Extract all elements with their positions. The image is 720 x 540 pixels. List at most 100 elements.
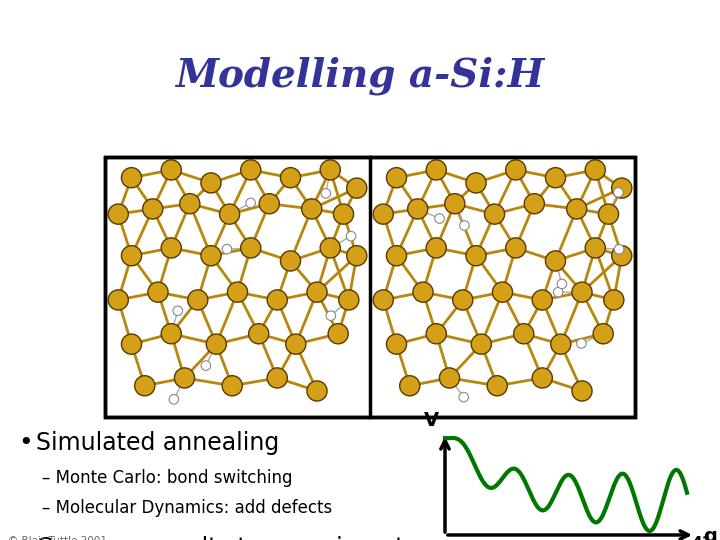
Circle shape [513,323,534,344]
Text: •: • [18,431,32,455]
Circle shape [614,245,624,254]
Circle shape [307,381,327,401]
Circle shape [347,246,366,266]
Circle shape [413,282,433,302]
Text: Compare results to experiments: Compare results to experiments [36,536,417,540]
Circle shape [524,194,544,214]
Circle shape [222,245,232,254]
Circle shape [585,238,606,258]
Circle shape [426,160,446,180]
Circle shape [485,204,505,224]
Circle shape [598,204,618,224]
Circle shape [546,167,566,188]
Circle shape [161,238,181,258]
Circle shape [373,204,393,224]
Text: – Monte Carlo: bond switching: – Monte Carlo: bond switching [42,469,292,487]
Circle shape [240,238,261,258]
Circle shape [572,282,592,302]
Text: 41: 41 [691,536,712,540]
Circle shape [426,238,446,258]
Circle shape [122,167,142,188]
Circle shape [505,160,526,180]
Text: © Blair Tuttle 2001: © Blair Tuttle 2001 [8,536,107,540]
Circle shape [408,199,428,219]
Circle shape [373,290,393,310]
Bar [105,157,635,417]
Circle shape [326,311,336,320]
Text: Computational Materials Science: Computational Materials Science [224,12,496,27]
Bar [105,157,635,417]
Circle shape [466,173,486,193]
Circle shape [338,290,359,310]
Circle shape [320,160,341,180]
Circle shape [267,368,287,388]
Circle shape [173,306,183,315]
Circle shape [201,173,221,193]
Circle shape [307,282,327,302]
Circle shape [471,334,491,354]
Text: •: • [18,536,32,540]
Text: q: q [703,528,717,540]
Circle shape [328,323,348,344]
Circle shape [286,334,306,354]
Circle shape [248,323,269,344]
Circle shape [593,323,613,344]
Text: Simulated annealing: Simulated annealing [36,431,279,455]
Circle shape [532,368,552,388]
Circle shape [400,376,420,396]
Circle shape [577,339,586,348]
Circle shape [612,178,632,198]
Circle shape [246,198,256,208]
Circle shape [492,282,513,302]
Circle shape [180,194,200,214]
Circle shape [320,238,341,258]
Text: – Molecular Dynamics: add defects: – Molecular Dynamics: add defects [42,499,332,517]
Circle shape [161,323,181,344]
Circle shape [459,221,469,231]
Circle shape [346,232,356,241]
Circle shape [302,199,322,219]
Circle shape [122,246,142,266]
Circle shape [222,376,242,396]
Circle shape [445,194,465,214]
Text: 2001: 2001 [668,12,709,27]
Circle shape [557,279,567,289]
Circle shape [143,199,163,219]
Circle shape [466,246,486,266]
Circle shape [280,251,300,271]
Circle shape [567,199,587,219]
Circle shape [387,334,407,354]
Text: V: V [424,411,439,430]
Circle shape [220,204,240,224]
Circle shape [435,214,444,223]
Circle shape [613,187,623,197]
Circle shape [487,376,508,396]
Circle shape [259,194,279,214]
Circle shape [387,246,407,266]
Circle shape [201,246,221,266]
Circle shape [122,334,142,354]
Circle shape [135,376,155,396]
Circle shape [333,204,354,224]
Circle shape [546,251,566,271]
Circle shape [148,282,168,302]
Circle shape [439,368,459,388]
Circle shape [228,282,248,302]
Circle shape [572,381,592,401]
Circle shape [612,246,632,266]
Circle shape [240,160,261,180]
Circle shape [188,290,208,310]
Circle shape [321,188,330,198]
Circle shape [554,287,563,297]
Circle shape [453,290,473,310]
Circle shape [206,334,226,354]
Circle shape [108,204,128,224]
Circle shape [585,160,606,180]
Circle shape [551,334,571,354]
Circle shape [174,368,194,388]
Circle shape [387,167,407,188]
Circle shape [604,290,624,310]
Text: Modelling a-Si:H: Modelling a-Si:H [176,57,544,96]
Circle shape [280,167,300,188]
Circle shape [267,290,287,310]
